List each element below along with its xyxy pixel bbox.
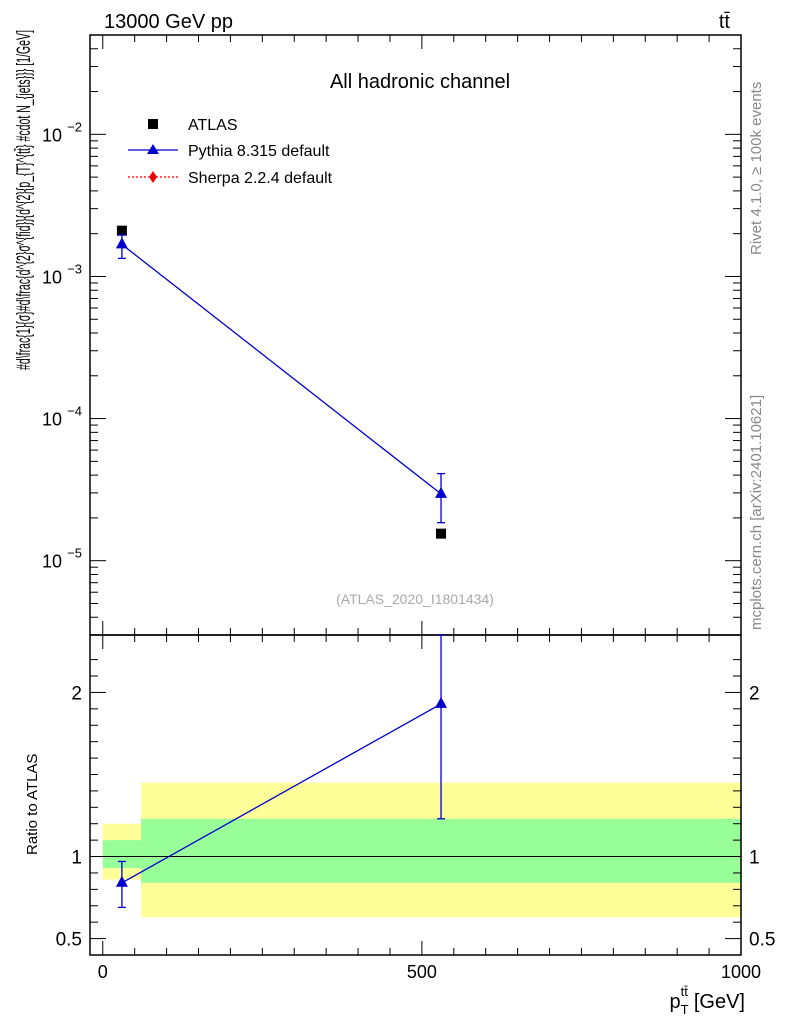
data-point [115,875,128,887]
header-left: 13000 GeV pp [104,11,233,33]
ratio-bands [102,782,741,918]
ratio-y-tick-label-right: 1 [749,848,760,869]
ratio-x-ticks: 0 500 1000 [98,635,761,982]
ratio-x-tick-label: 0 [98,962,108,982]
legend-marker-pythia [147,144,159,154]
watermark: (ATLAS_2020_I1801434) [336,591,494,607]
ratio-x-tick-label: 1000 [721,962,761,982]
main-y-tick-exponent: −2 [67,119,82,134]
ratio-y-tick-label-right: 0.5 [749,930,775,951]
main-y-tick-label: 10 [42,552,62,572]
data-point [436,528,447,539]
ratio-y-tick-label: 2 [71,683,82,704]
main-x-ticks [102,35,742,635]
main-y-ticks: 10 −5 10 −4 10 −3 10 −2 [42,34,741,636]
main-y-tick-exponent: −4 [67,404,82,419]
ratio-y-tick-label: 1 [71,848,82,869]
x-axis-label: pTtt̄ [GeV] [670,984,745,1017]
legend-marker-sherpa [149,171,157,183]
ratio-y-ticks: 0.5 0.5 1 1 2 2 [56,659,775,951]
main-y-tick-label: 10 [42,410,62,430]
series-line [121,243,442,495]
rivet-label: Rivet 4.1.0, ≥ 100k events [748,82,765,255]
data-point [435,486,448,498]
legend-label-sherpa: Sherpa 2.2.4 default [188,170,333,187]
ratio-y-axis-label: Ratio to ATLAS [24,754,41,855]
x-axis-label-main: p [670,991,681,1013]
ratio-series [115,634,448,909]
ratio-x-tick-label: 500 [407,962,437,982]
legend-marker-atlas [148,119,158,129]
main-y-tick-exponent: −3 [67,261,82,276]
main-title: All hadronic channel [330,71,510,93]
x-axis-label-sup: tt̄ [681,984,689,999]
legend-label-pythia: Pythia 8.315 default [188,143,330,160]
x-axis-label-sub: T [681,1002,689,1017]
mcplots-label: mcplots.cern.ch [arXiv:2401.10621] [748,395,765,630]
ratio-y-tick-label: 0.5 [56,930,82,951]
ratio-plot-frame [89,634,742,956]
data-point [115,237,128,249]
header-right: tt̄ [719,11,731,33]
main-series [115,225,448,539]
x-axis-label-unit: [GeV] [694,991,745,1013]
main-y-tick-exponent: −5 [67,546,82,561]
data-point [435,696,448,708]
main-y-tick-label: 10 [42,267,62,287]
series-line [121,703,442,884]
main-y-axis-label: #d\frac{1}{σ}#d\frac{d^{2}σ^{fid}}{d^{2}… [14,30,35,370]
ratio-band [141,818,741,883]
main-y-tick-label: 10 [42,125,62,145]
main-y-axis-label-text: #d\frac{1}{σ}#d\frac{d^{2}σ^{fid}}{d^{2}… [14,30,35,370]
legend: ATLAS Pythia 8.315 default Sherpa 2.2.4 … [128,117,333,187]
main-panel: 10 −5 10 −4 10 −3 10 −2 All hadronic channel (A… [14,30,742,636]
ratio-y-tick-label-right: 2 [749,683,760,704]
ratio-panel: 0.5 0.5 1 1 2 2 0 500 1000 Ratio to ATLAS pTtt̄… [24,634,775,1017]
legend-label-atlas: ATLAS [188,117,238,134]
data-point [116,225,127,236]
